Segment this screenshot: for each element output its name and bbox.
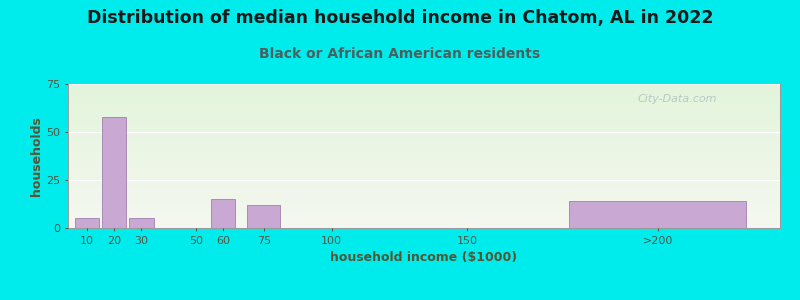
Bar (129, 218, 154, 228)
Bar (74, 218, 99, 228)
Bar (102, 117, 126, 228)
Y-axis label: households: households (30, 116, 43, 196)
Bar (247, 205, 280, 228)
Text: Distribution of median household income in Chatom, AL in 2022: Distribution of median household income … (86, 9, 714, 27)
Text: Black or African American residents: Black or African American residents (259, 46, 541, 61)
X-axis label: household income ($1000): household income ($1000) (330, 251, 518, 264)
Bar (210, 199, 235, 228)
Text: City-Data.com: City-Data.com (638, 94, 717, 104)
Bar (570, 201, 746, 228)
